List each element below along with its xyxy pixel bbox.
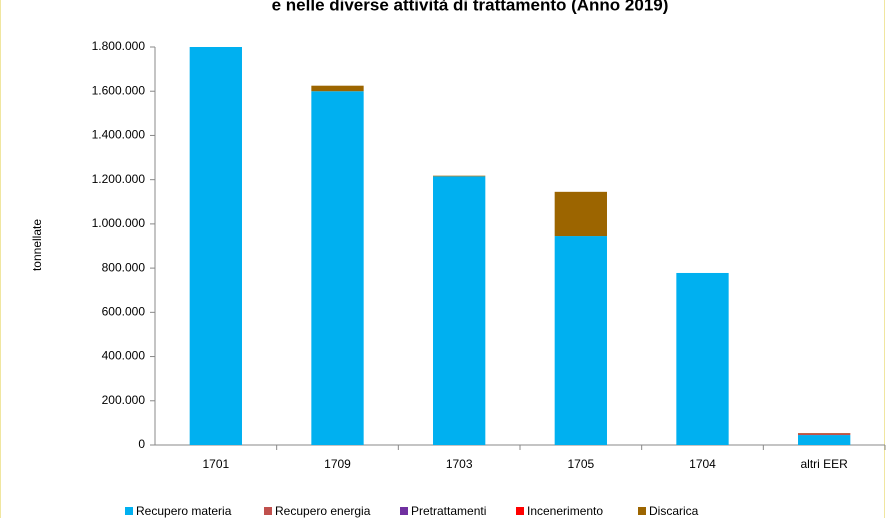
bar-segment xyxy=(433,175,486,177)
x-tick-label: 1705 xyxy=(567,457,594,471)
legend-label: Pretrattamenti xyxy=(411,504,486,518)
y-tick-label: 800.000 xyxy=(102,260,146,274)
y-tick-label: 1.400.000 xyxy=(92,128,146,142)
y-tick-label: 1.000.000 xyxy=(92,216,146,230)
legend-swatch xyxy=(125,507,133,515)
legend-swatch xyxy=(638,507,646,515)
bar-segment xyxy=(676,272,729,445)
legend-swatch xyxy=(516,507,524,515)
y-tick-label: 200.000 xyxy=(102,393,146,407)
y-tick-label: 400.000 xyxy=(102,349,146,363)
x-tick-label: 1703 xyxy=(446,457,473,471)
y-tick-label: 0 xyxy=(138,437,145,451)
legend-swatch xyxy=(400,507,408,515)
legend-label: Recupero materia xyxy=(136,504,232,518)
bar-segment xyxy=(311,85,364,92)
bar-segment xyxy=(189,47,242,445)
legend-label: Discarica xyxy=(649,504,699,518)
bar-segment xyxy=(798,435,851,445)
y-tick-label: 1.800.000 xyxy=(92,39,146,53)
y-axis-label: tonnellate xyxy=(30,219,44,271)
chart-title: e nelle diverse attività di trattamento … xyxy=(272,0,669,14)
x-tick-label: 1704 xyxy=(689,457,716,471)
y-tick-label: 600.000 xyxy=(102,305,146,319)
legend-label: Recupero energia xyxy=(275,504,371,518)
bar-segment xyxy=(311,91,364,445)
x-tick-label: 1709 xyxy=(324,457,351,471)
bar-segment xyxy=(798,433,851,436)
y-tick-label: 1.600.000 xyxy=(92,83,146,97)
y-tick-label: 1.200.000 xyxy=(92,172,146,186)
x-tick-label: altri EER xyxy=(800,457,848,471)
x-tick-label: 1701 xyxy=(202,457,229,471)
bar-segment xyxy=(433,176,486,445)
legend-swatch xyxy=(264,507,272,515)
legend-label: Incenerimento xyxy=(527,504,603,518)
bar-segment xyxy=(554,191,607,237)
bar-segment xyxy=(554,236,607,445)
